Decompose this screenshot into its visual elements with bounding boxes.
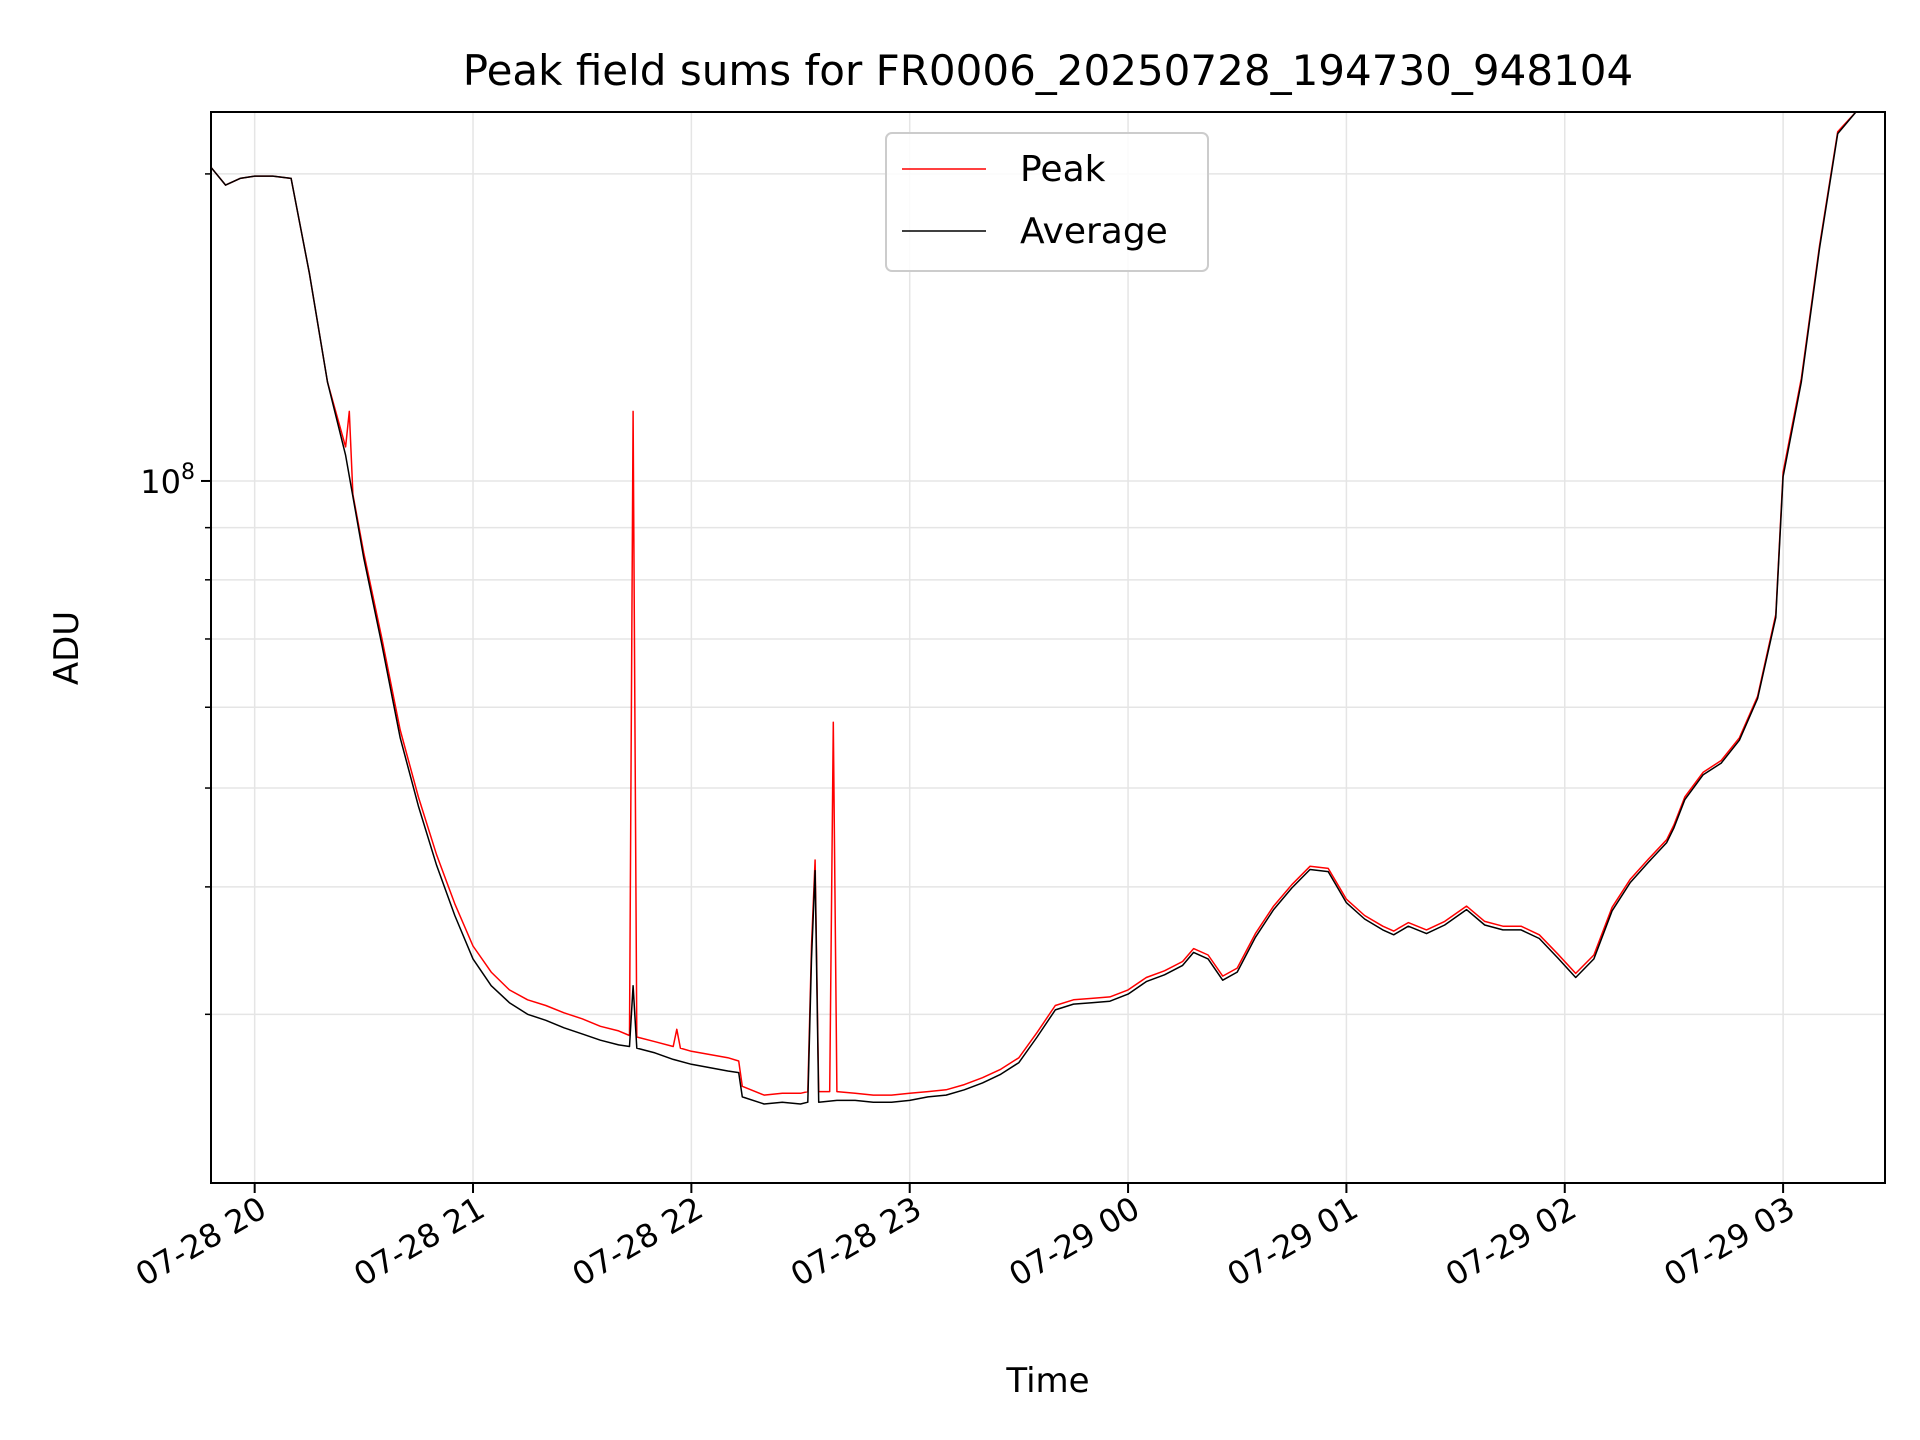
legend-box [885, 132, 1209, 272]
x-tick-label: 07-29 02 [1439, 1189, 1583, 1294]
x-tick-label: 07-29 00 [1002, 1189, 1146, 1294]
x-axis-title: Time [1005, 1361, 1089, 1401]
series-line-peak [210, 111, 1885, 1096]
y-tick-label: 108 [140, 460, 195, 501]
x-tick-label: 07-29 03 [1658, 1189, 1802, 1294]
legend-label-average: Average [1020, 211, 1168, 252]
legend-label-peak: Peak [1020, 149, 1106, 190]
plot-frame [210, 111, 1886, 1184]
axes: 07-28 20 07-28 21 07-28 22 07-28 23 07-29 00… [129, 173, 1802, 1294]
x-tick-label: 07-28 21 [347, 1189, 491, 1294]
legend: Peak Average [885, 132, 1209, 272]
grid [211, 112, 1885, 1183]
series-lines [210, 111, 1885, 1105]
x-tick-label: 07-28 23 [784, 1189, 928, 1294]
x-tick-label: 07-28 22 [566, 1189, 710, 1294]
chart-title: Peak field sums for FR0006_20250728_1947… [463, 46, 1633, 95]
y-axis-title: ADU [47, 611, 87, 685]
x-tick-label: 07-29 01 [1221, 1189, 1365, 1294]
series-line-average [210, 111, 1885, 1105]
x-tick-label: 07-28 20 [129, 1189, 273, 1294]
